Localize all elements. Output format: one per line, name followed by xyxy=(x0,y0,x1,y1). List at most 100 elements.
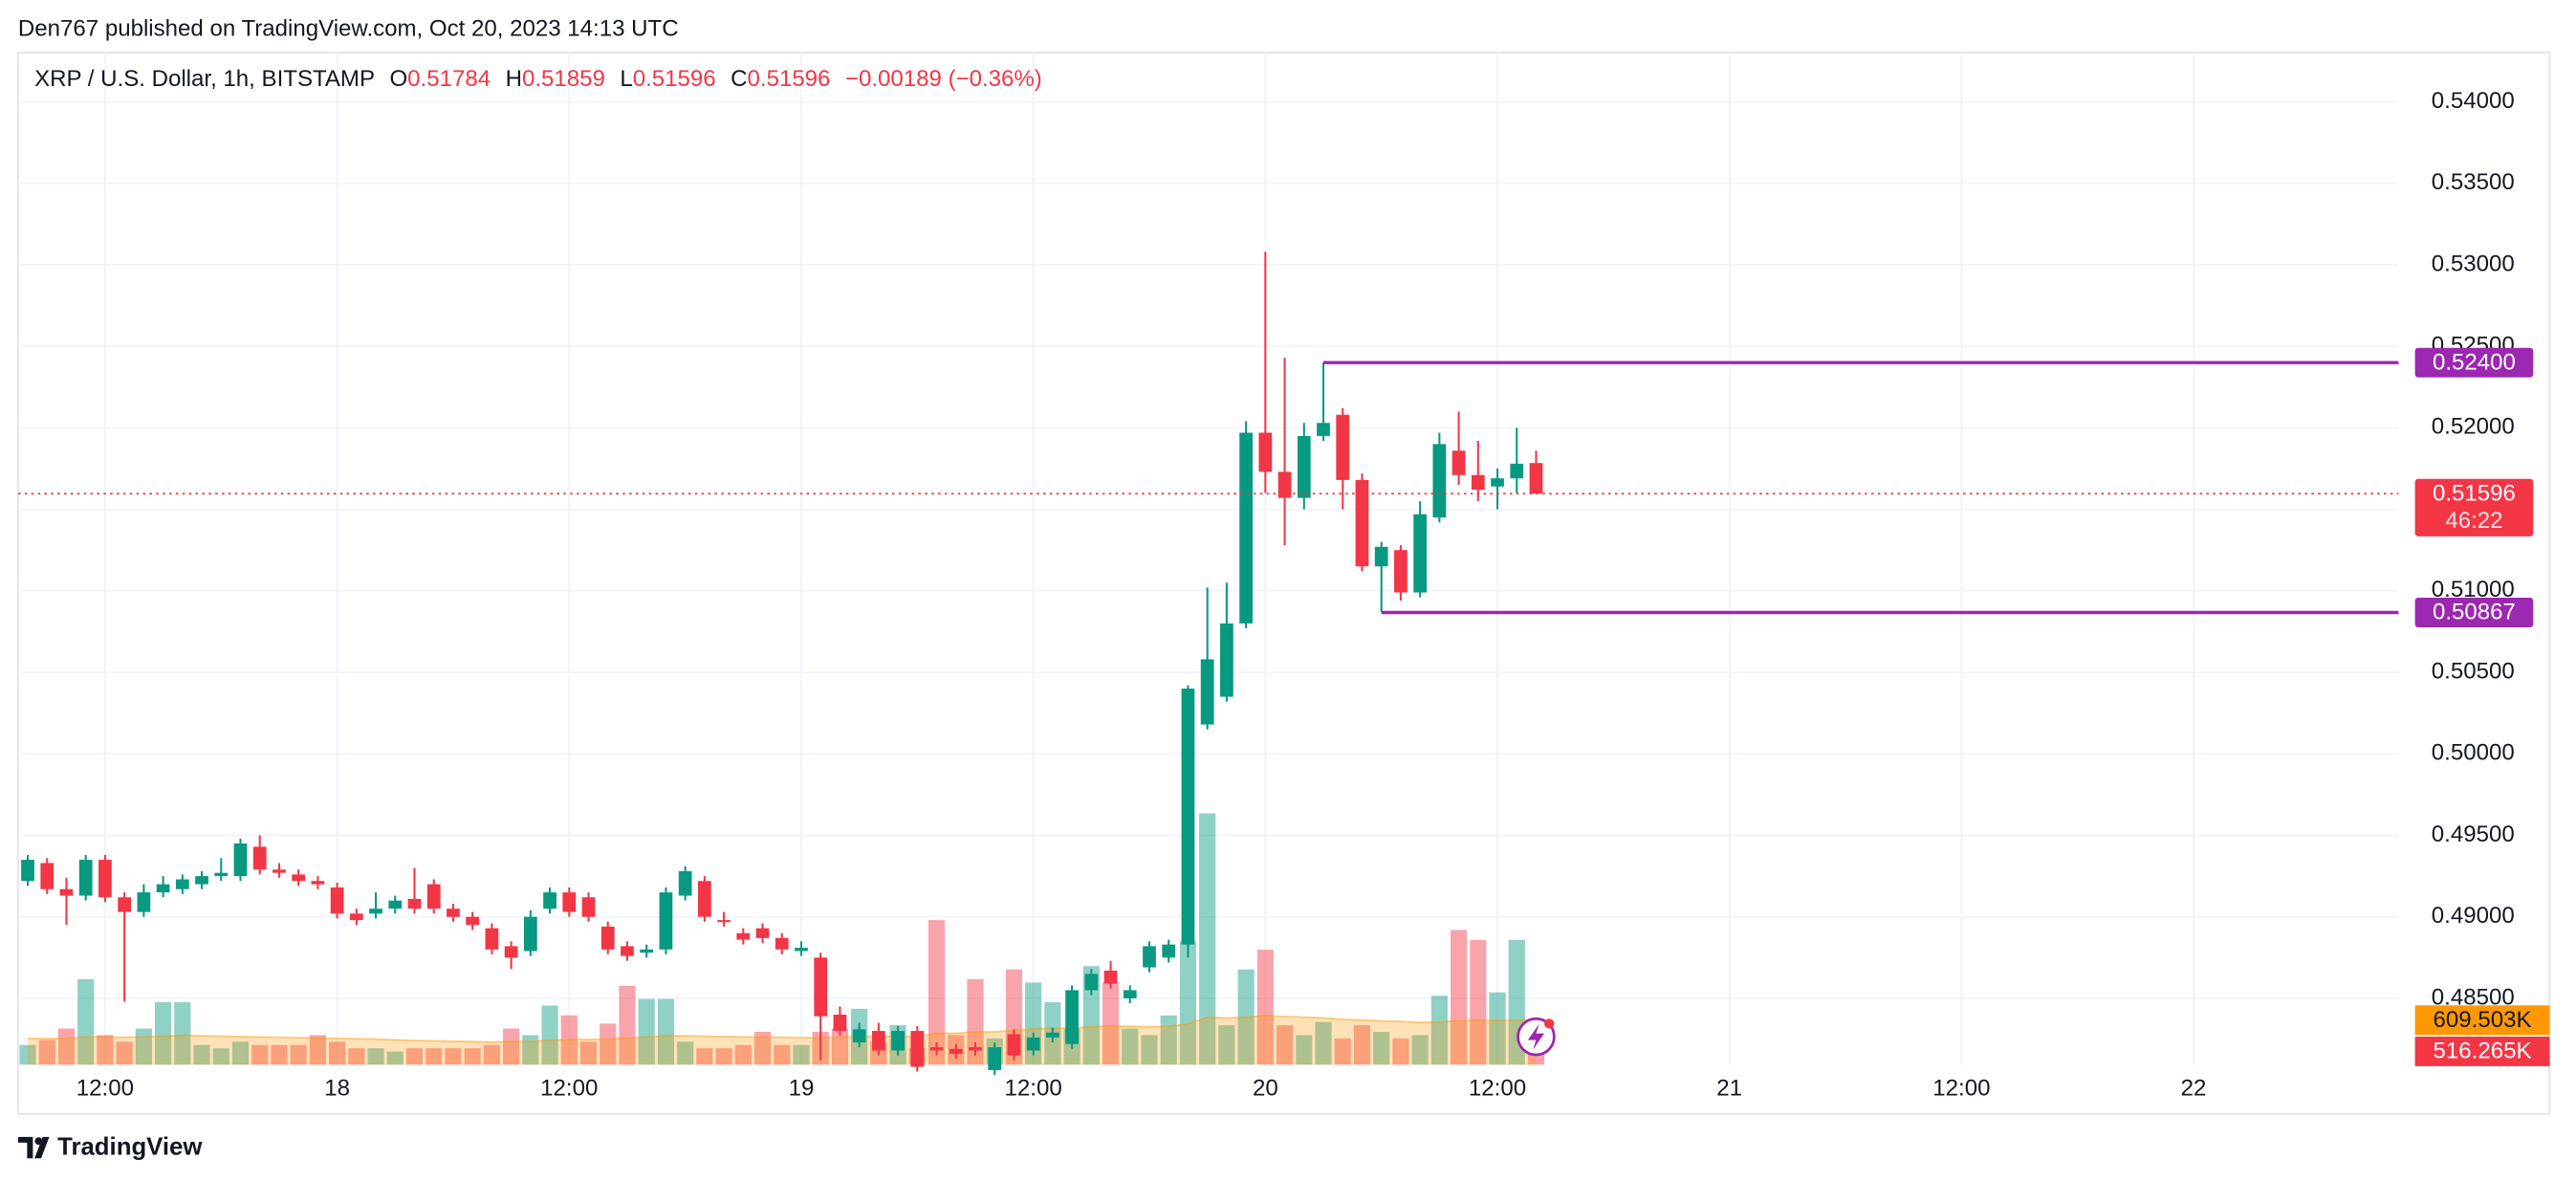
x-tick-label: 19 xyxy=(789,1075,815,1101)
candle-body xyxy=(1355,479,1369,567)
volume-bar xyxy=(1296,1035,1313,1065)
candle-body xyxy=(1123,990,1137,998)
volume-bar xyxy=(638,998,655,1065)
candle-body xyxy=(949,1048,963,1054)
publish-info: Den767 published on TradingView.com, Oct… xyxy=(18,15,679,41)
candle-body xyxy=(273,869,286,873)
volume-bar xyxy=(1430,996,1448,1065)
volume-bar xyxy=(1315,1021,1332,1065)
candle-body xyxy=(755,928,770,938)
volume-bar xyxy=(154,1002,172,1065)
candle-body xyxy=(871,1031,885,1051)
volume-bar xyxy=(619,985,636,1065)
candle-body xyxy=(233,843,248,877)
x-tick-label: 20 xyxy=(1253,1075,1278,1101)
volume-bar xyxy=(1082,966,1100,1065)
volume-bar xyxy=(1160,1015,1177,1065)
candle-body xyxy=(1181,689,1195,945)
candle-body xyxy=(717,920,731,923)
volume-bar xyxy=(677,1041,694,1065)
candle-body xyxy=(1084,974,1099,991)
x-tick-label: 22 xyxy=(2181,1075,2207,1101)
candle-body xyxy=(349,913,363,921)
candle-body xyxy=(1143,946,1156,968)
volume-ma-line xyxy=(28,1015,1537,1043)
countdown: 46:22 xyxy=(2445,508,2502,534)
candle-body xyxy=(1452,450,1466,475)
candle-body xyxy=(1394,550,1408,593)
alert-bolt[interactable] xyxy=(1527,1023,1545,1050)
volume-bar xyxy=(1411,1035,1429,1065)
volume-bar xyxy=(1276,1025,1294,1065)
y-tick-label: 0.52000 xyxy=(2432,414,2515,440)
candle-body xyxy=(504,946,518,958)
y-tick-label: 0.49500 xyxy=(2432,821,2515,847)
alert-dot[interactable] xyxy=(1544,1018,1555,1029)
volume-bar xyxy=(1218,1025,1235,1065)
candle-body xyxy=(330,887,344,914)
candle-body xyxy=(1529,463,1543,494)
candle-body xyxy=(214,872,229,877)
level-label: 0.50867 xyxy=(2433,600,2516,625)
volume-bar xyxy=(1102,982,1120,1065)
volume-bar xyxy=(405,1048,424,1065)
candle-body xyxy=(1297,435,1311,498)
volume-bar xyxy=(174,1002,191,1065)
level-label-box xyxy=(2414,598,2534,627)
candle-body xyxy=(1026,1037,1040,1051)
candle-body xyxy=(852,1029,866,1042)
x-tick-label: 12:00 xyxy=(1005,1075,1062,1101)
volume-bar xyxy=(329,1041,346,1065)
volume-bar xyxy=(445,1048,462,1065)
logo-part xyxy=(34,1136,50,1159)
x-tick-label: 12:00 xyxy=(1932,1075,1990,1101)
candle-body xyxy=(775,937,789,950)
volume-bar xyxy=(193,1044,210,1065)
volume-bar xyxy=(1450,930,1468,1065)
low-label: L xyxy=(620,67,632,93)
volume-bar xyxy=(928,920,946,1065)
x-tick-label: 18 xyxy=(324,1075,350,1101)
volume-bar xyxy=(1199,813,1216,1065)
candle-body xyxy=(1258,432,1273,472)
y-tick-label: 0.50000 xyxy=(2432,740,2515,766)
volume-bar xyxy=(290,1044,307,1065)
candle-body xyxy=(466,916,480,926)
candle-body xyxy=(543,892,557,909)
volume-bar xyxy=(657,998,674,1065)
candle-body xyxy=(40,863,55,889)
high-value: 0.51859 xyxy=(522,67,605,93)
volume-bar xyxy=(271,1044,288,1065)
candle-body xyxy=(447,908,460,917)
volume-bar xyxy=(1373,1031,1390,1065)
candle-body xyxy=(1103,970,1118,984)
volume-bar xyxy=(967,978,984,1065)
candle-body xyxy=(407,898,422,909)
y-tick-label: 0.53000 xyxy=(2432,251,2515,276)
candle-body xyxy=(59,888,74,896)
volume-label-box xyxy=(2414,1036,2550,1066)
candle-body xyxy=(1491,478,1504,487)
volume-bar xyxy=(1334,1038,1351,1065)
candle-body xyxy=(311,881,325,885)
change: −0.00189 (−0.36%) xyxy=(845,67,1042,93)
candle-body xyxy=(156,884,170,893)
volume-bar xyxy=(309,1035,326,1065)
volume-bar xyxy=(77,978,95,1065)
candle-body xyxy=(1336,414,1350,480)
volume-bar xyxy=(386,1051,404,1065)
volume-bar xyxy=(774,1044,791,1065)
candle-body xyxy=(1277,471,1292,498)
level-label-box xyxy=(2414,347,2534,378)
y-tick-label: 0.50500 xyxy=(2432,658,2515,684)
volume-bar xyxy=(793,1044,810,1065)
candle-body xyxy=(929,1047,944,1051)
volume-bar xyxy=(600,1023,617,1065)
volume-bar xyxy=(426,1048,443,1065)
candle-body xyxy=(621,946,634,956)
volume-bar xyxy=(1179,941,1197,1065)
y-tick-label: 0.53500 xyxy=(2432,169,2515,195)
volume-bar xyxy=(715,1048,732,1065)
alert-icon[interactable] xyxy=(1517,1017,1556,1057)
